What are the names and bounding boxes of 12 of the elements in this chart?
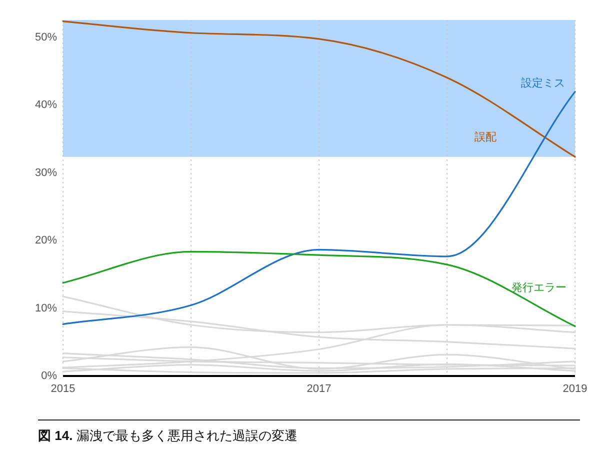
y-tick-label: 10%	[34, 302, 58, 314]
x-tick-label: 2019	[562, 383, 588, 395]
y-tick-label: 50%	[34, 31, 58, 44]
y-tick-label: 30%	[34, 166, 58, 179]
y-tick-label: 40%	[34, 99, 58, 112]
x-tick-label: 2017	[306, 383, 332, 395]
y-tick-label: 0%	[41, 370, 58, 382]
series-label: 発行エラー	[512, 282, 567, 294]
text: 図 14. 漏洩で最も多く悪用された過誤の変遷	[38, 428, 298, 443]
x-tick-label: 2015	[50, 383, 76, 395]
series-label: 設定ミス	[521, 76, 565, 90]
y-tick-label: 20%	[34, 234, 58, 247]
